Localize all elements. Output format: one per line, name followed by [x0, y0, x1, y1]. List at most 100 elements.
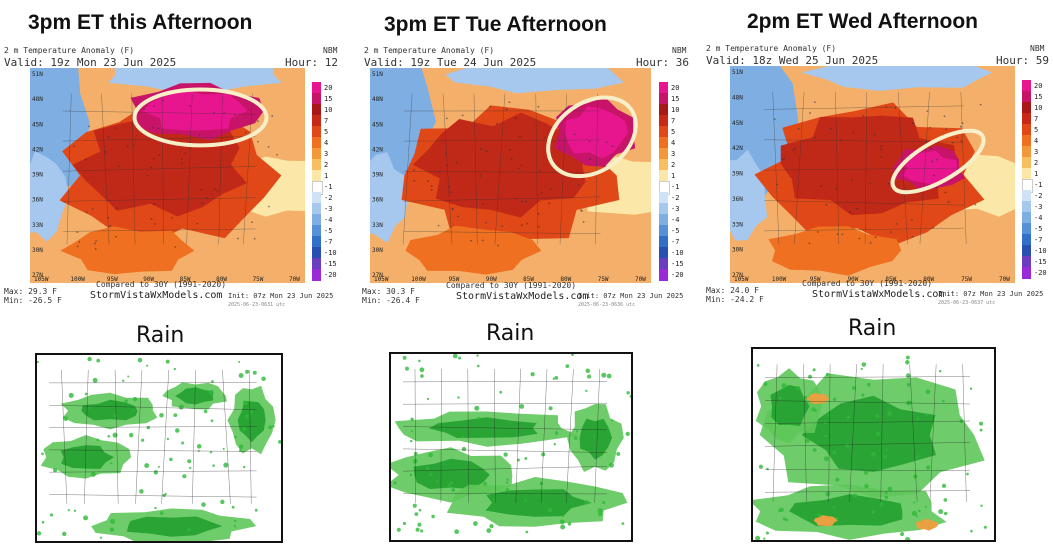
panel-3-climatology-note: Compared to 30Y (1991-2020): [802, 279, 933, 288]
rain-cell: [109, 527, 115, 532]
state-boundary: [962, 364, 967, 502]
rain-cell: [766, 467, 769, 471]
station-marker: [836, 233, 839, 236]
colorbar-tick-label: 2: [324, 160, 329, 169]
rain-cell: [861, 393, 865, 397]
rain-cell: [84, 392, 88, 396]
rain-cell: [943, 498, 948, 502]
station-marker: [794, 147, 797, 150]
state-boundary: [880, 364, 884, 502]
rain-cell: [41, 520, 45, 524]
station-marker: [840, 139, 843, 142]
station-marker: [931, 160, 934, 163]
rain-cell: [220, 499, 225, 505]
rain-cell: [756, 363, 760, 367]
rain-cell: [242, 426, 247, 431]
rain-cell: [587, 374, 592, 379]
panel-3-init-time: Init: 07z Mon 23 Jun 2025: [938, 290, 1044, 298]
rain-cell: [415, 527, 420, 532]
panel-2-rain-map: [389, 352, 633, 542]
rain-cell: [606, 373, 612, 379]
panel-2-timestamp: 2025-06-23-0636 utc: [578, 302, 636, 308]
colorbar-segment: [312, 214, 321, 226]
colorbar-tick-label: 2: [1034, 158, 1039, 167]
rain-cell: [530, 372, 535, 377]
rain-cell: [420, 374, 424, 378]
rain-cell: [548, 406, 553, 411]
rain-cell: [212, 464, 215, 467]
rain-cell: [413, 451, 418, 456]
latitude-label: 39N: [732, 171, 743, 178]
rain-cell: [925, 389, 931, 395]
colorbar-tick-label: 10: [1034, 103, 1043, 112]
rain-cell: [585, 368, 591, 374]
station-marker: [773, 118, 776, 121]
station-marker: [479, 175, 482, 177]
rain-cell: [925, 413, 928, 417]
colorbar-segment: [1022, 245, 1031, 257]
rain-cell: [832, 450, 837, 455]
station-marker: [538, 170, 541, 172]
station-marker: [94, 247, 97, 250]
colorbar-tick-label: 4: [671, 138, 676, 147]
rain-cell: [409, 439, 413, 443]
warm-anomaly-region: [412, 112, 592, 218]
rain-cell: [601, 372, 607, 378]
station-marker: [979, 103, 982, 106]
state-boundary: [442, 93, 453, 245]
rain-area-heavy: [485, 489, 592, 517]
rain-cell: [268, 425, 273, 430]
rain-cell: [924, 505, 927, 508]
colorbar-segment: [312, 258, 321, 270]
colorbar-tick-label: -20: [671, 270, 684, 279]
latitude-label: 42N: [32, 146, 43, 153]
station-marker: [880, 145, 883, 147]
station-marker: [109, 224, 112, 227]
panel-1-brand: StormVistaWxModels.com: [90, 290, 223, 301]
rain-area-heavy: [413, 458, 490, 490]
colorbar-tick-label: -15: [671, 259, 684, 268]
colorbar-tick-label: 3: [1034, 147, 1039, 156]
station-marker: [851, 178, 853, 181]
rain-cell: [409, 473, 413, 477]
rain-cell: [132, 397, 138, 402]
colorbar-segment: [1022, 190, 1031, 202]
rain-cell: [553, 443, 556, 446]
panel-2-colorbar: 20 15 10 7 5 4 3 2 1 -1 -2 -3 -4 -5 -7 -10 -15 -20: [659, 82, 689, 281]
panel-3-min-value: Min: -24.2 F: [706, 295, 764, 304]
rain-cell: [883, 454, 888, 459]
station-marker: [153, 157, 155, 160]
station-marker: [450, 191, 452, 194]
station-marker: [537, 212, 540, 215]
rain-cell: [429, 472, 433, 477]
longitude-label: 75W: [961, 276, 972, 283]
rain-cell: [451, 488, 456, 492]
rain-cell: [938, 369, 942, 373]
station-marker: [152, 105, 155, 108]
rain-cell: [493, 498, 496, 501]
rain-cell: [803, 395, 807, 400]
station-marker: [519, 135, 521, 138]
station-marker: [84, 158, 87, 161]
colorbar-tick-label: 5: [1034, 125, 1039, 134]
rain-cell: [825, 372, 829, 376]
rain-cell: [860, 367, 863, 371]
rain-cell: [405, 366, 409, 371]
rain-cell: [813, 409, 817, 412]
colorbar-tick-label: -4: [324, 215, 333, 224]
station-marker: [537, 105, 540, 108]
rain-cell: [861, 362, 867, 367]
colorbar-tick-label: -3: [1034, 202, 1043, 211]
station-marker: [78, 240, 81, 243]
rain-cell: [461, 446, 467, 452]
station-marker: [520, 164, 523, 167]
state-boundary: [402, 380, 608, 383]
latitude-label: 51N: [32, 71, 43, 78]
rain-cell: [99, 536, 103, 539]
rain-cell: [943, 511, 948, 516]
rain-cell: [846, 415, 850, 419]
colorbar-tick-label: 15: [671, 94, 680, 103]
rain-cell: [602, 500, 606, 505]
state-boundary: [803, 364, 807, 502]
station-marker: [525, 200, 528, 203]
